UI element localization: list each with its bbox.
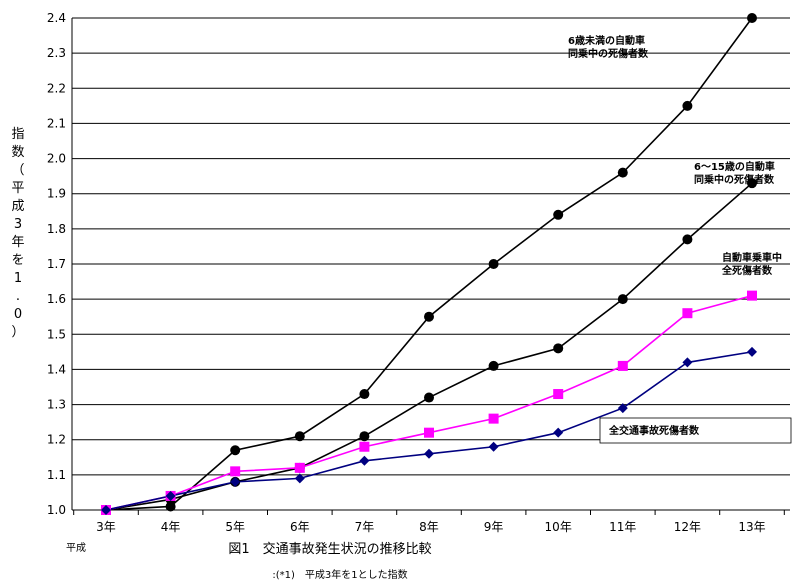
x-tick-labels: 3年 4年 5年 6年 7年 8年 9年 10年 11年 12年 13年 xyxy=(96,520,765,534)
data-point xyxy=(424,311,434,322)
data-point xyxy=(165,501,176,512)
x-tick-label: 12年 xyxy=(674,520,701,534)
data-point xyxy=(617,167,628,178)
data-point xyxy=(359,431,370,442)
series-label: 同乗中の死傷者数 xyxy=(568,47,649,60)
y-axis-label-char: 指 xyxy=(11,127,24,142)
x-tick-label: 6年 xyxy=(290,520,310,534)
data-point xyxy=(359,455,370,466)
data-point xyxy=(488,441,499,452)
data-point xyxy=(101,505,111,515)
data-point xyxy=(230,476,241,487)
figure-note: :(*1) 平成3年を1とした指数 xyxy=(272,568,407,581)
series-label: 全死傷者数 xyxy=(721,264,773,277)
data-point xyxy=(359,389,370,400)
y-tick-label: 2.1 xyxy=(47,116,66,130)
y-axis-label-char: 成 xyxy=(11,199,24,214)
x-tick-label: 10年 xyxy=(545,520,572,534)
data-point xyxy=(553,389,564,400)
data-point xyxy=(294,462,305,473)
y-tick-label: 2.0 xyxy=(47,152,66,166)
y-tick-label: 2.3 xyxy=(47,46,66,60)
y-axis-label-char: ） xyxy=(11,325,24,340)
x-axis-prefix: 平成 xyxy=(66,542,86,554)
figure-caption: 図1 交通事故発生状況の推移比較 xyxy=(228,541,431,557)
y-axis-label-char: 平 xyxy=(11,181,24,196)
axes xyxy=(71,18,790,515)
y-tick-labels: 1.0 1.1 1.2 1.3 1.4 1.5 1.6 1.7 1.8 1.9 2.0 2.1 2.2 2… xyxy=(47,11,66,517)
y-axis-label-char: 1 xyxy=(14,271,22,286)
x-tick-label: 8年 xyxy=(419,520,439,534)
y-tick-label: 2.4 xyxy=(47,11,66,25)
data-point xyxy=(747,13,757,23)
x-tick-label: 11年 xyxy=(609,520,636,534)
data-point xyxy=(617,403,628,414)
data-point xyxy=(294,431,305,442)
y-tick-label: 1.0 xyxy=(47,503,66,517)
data-point xyxy=(230,445,241,456)
series-label: 6～15歳の自動車 xyxy=(694,160,775,173)
x-tick-label: 7年 xyxy=(355,520,375,534)
data-point xyxy=(553,209,564,220)
y-axis-label-char: 0 xyxy=(14,307,22,322)
y-axis-label-char: . xyxy=(16,289,20,304)
data-point xyxy=(682,100,693,111)
grid xyxy=(72,17,790,476)
data-point xyxy=(488,413,499,424)
y-axis-label-char: 3 xyxy=(14,217,22,232)
y-tick-label: 1.8 xyxy=(47,222,66,236)
data-point xyxy=(747,346,757,357)
data-point xyxy=(424,392,434,403)
y-tick-label: 1.9 xyxy=(47,187,66,201)
data-point xyxy=(553,427,564,438)
series-markers xyxy=(101,13,757,515)
x-tick-label: 4年 xyxy=(161,520,181,534)
data-point xyxy=(747,178,757,189)
y-axis-label-char: 年 xyxy=(11,235,24,250)
x-tick-label: 13年 xyxy=(738,520,765,534)
data-point xyxy=(682,308,693,319)
series-label: 全交通事故死傷者数 xyxy=(608,424,700,437)
data-point xyxy=(617,360,628,371)
series-label: 6歳未満の自動車 xyxy=(568,34,645,47)
y-axis-label-char: （ xyxy=(11,163,24,178)
y-axis-label: 指数 （ 平成 3 年を 1. 0 ） xyxy=(11,127,24,340)
y-axis-label-char: 数 xyxy=(11,145,24,160)
data-point xyxy=(488,259,499,269)
series-label-box xyxy=(599,417,792,444)
data-point xyxy=(294,473,305,484)
data-point xyxy=(747,290,757,301)
series-label: 同乗中の死傷者数 xyxy=(694,173,775,186)
y-tick-label: 1.7 xyxy=(47,257,66,271)
y-tick-label: 1.3 xyxy=(47,398,66,412)
y-axis-label-char: を xyxy=(11,253,24,268)
y-tick-label: 1.6 xyxy=(47,292,66,306)
data-point xyxy=(488,360,499,371)
data-point xyxy=(230,466,241,477)
data-point xyxy=(424,427,434,438)
data-point xyxy=(553,343,564,354)
y-tick-label: 1.5 xyxy=(47,327,66,341)
y-tick-label: 1.1 xyxy=(47,468,66,482)
x-tick-label: 5年 xyxy=(225,520,245,534)
data-point xyxy=(682,234,693,245)
y-tick-label: 1.2 xyxy=(47,433,66,447)
y-tick-label: 2.2 xyxy=(47,81,66,95)
series-labels: 6歳未満の自動車同乗中の死傷者数6～15歳の自動車同乗中の死傷者数自動車乗車中全… xyxy=(568,34,792,444)
x-tick-label: 3年 xyxy=(96,520,116,534)
data-point xyxy=(165,490,176,501)
y-tick-label: 1.4 xyxy=(47,362,66,376)
data-point xyxy=(682,357,693,368)
data-point xyxy=(424,448,434,459)
data-point xyxy=(359,441,370,452)
series-label: 自動車乗車中 xyxy=(722,251,782,264)
series-line xyxy=(105,182,753,511)
data-point xyxy=(617,294,628,305)
x-tick-label: 9年 xyxy=(484,520,504,534)
